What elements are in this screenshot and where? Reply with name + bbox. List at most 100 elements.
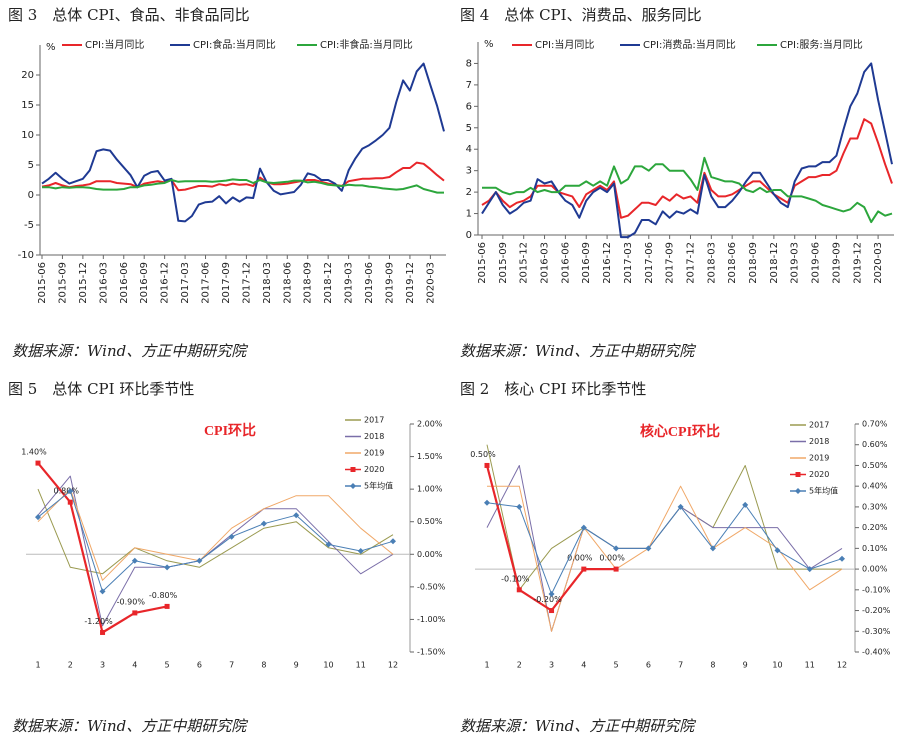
series-line — [41, 161, 445, 192]
legend-label: 2018 — [364, 432, 384, 441]
point-marker — [484, 499, 490, 506]
legend-label: 2018 — [809, 437, 829, 446]
y-tick-label: 0 — [28, 190, 34, 201]
legend-label: 2017 — [364, 416, 384, 425]
point-marker — [581, 566, 587, 572]
x-tick-label: 1 — [484, 661, 489, 670]
series-line — [485, 465, 617, 612]
x-tick-label: 3 — [549, 661, 554, 670]
x-tick-label: 2016-06 — [560, 242, 571, 284]
x-tick-label: 10 — [772, 661, 782, 670]
point-marker — [325, 541, 332, 548]
y-tick-label: 0.40% — [862, 482, 888, 491]
legend-label: 5年均值 — [364, 481, 393, 491]
legend-label: 2019 — [364, 449, 384, 458]
y-tick-label: 20 — [21, 70, 34, 81]
point-marker — [132, 610, 138, 616]
x-tick-label: 2015-09 — [498, 242, 509, 284]
series-line — [482, 156, 893, 224]
x-tick-label: 9 — [743, 661, 748, 670]
x-tick-label: 11 — [805, 661, 815, 670]
x-tick-label: 2019-12 — [852, 242, 863, 284]
figure-title: 图 4 总体 CPI、消费品、服务同比 — [460, 6, 702, 24]
x-tick-label: 2016-12 — [602, 242, 613, 284]
y-tick-label: 3 — [466, 166, 472, 177]
y-tick-label: -1.00% — [417, 615, 446, 624]
legend-label: CPI:服务:当月同比 — [780, 38, 863, 51]
data-label: -0.80% — [149, 591, 178, 600]
series-line — [486, 465, 843, 632]
series-line — [37, 488, 394, 575]
x-tick-label: 2019-03 — [790, 242, 801, 284]
legend-label: 2020 — [809, 470, 829, 479]
series-line — [37, 488, 394, 581]
y-unit: % — [484, 39, 494, 50]
y-tick-label: 0.30% — [862, 502, 888, 511]
point-marker — [35, 514, 41, 521]
x-tick-label: 2018-09 — [748, 242, 759, 284]
x-tick-label: 7 — [678, 661, 683, 670]
x-tick-label: 5 — [165, 661, 170, 670]
point-marker — [549, 608, 555, 614]
data-label: -0.10% — [501, 574, 530, 583]
point-marker — [677, 503, 684, 510]
data-label: 0.50% — [470, 450, 496, 459]
x-tick-label: 2018-03 — [262, 262, 273, 304]
x-tick-label: 2017-09 — [221, 262, 232, 304]
x-tick-label: 2015-12 — [519, 242, 530, 284]
data-label: -1.20% — [84, 617, 113, 626]
x-tick-label: 2018-12 — [323, 262, 334, 304]
point-marker — [516, 587, 522, 593]
source-note: 数据来源：Wind、方正中期研究院 — [460, 342, 696, 360]
y-tick-label: 1.50% — [417, 452, 443, 461]
y-unit: % — [46, 42, 56, 53]
point-marker — [742, 501, 749, 508]
point-marker — [164, 564, 171, 571]
figure-title: 图 5 总体 CPI 环比季节性 — [8, 380, 194, 398]
x-tick-label: 2015-09 — [57, 262, 68, 304]
y-tick-label: 1.00% — [417, 485, 443, 494]
x-tick-label: 12 — [388, 661, 398, 670]
x-tick-label: 8 — [710, 661, 715, 670]
series-line — [37, 475, 394, 627]
x-tick-label: 2 — [517, 661, 522, 670]
series-line — [486, 502, 843, 595]
point-marker — [774, 547, 781, 554]
x-tick-label: 2019-12 — [405, 262, 416, 304]
y-tick-label: 8 — [466, 58, 472, 69]
point-marker — [99, 588, 106, 595]
point-marker — [357, 548, 364, 555]
y-tick-label: 0.50% — [417, 517, 443, 526]
x-tick-label: 2015-06 — [37, 262, 48, 304]
y-tick-label: -0.30% — [862, 627, 891, 636]
legend-marker — [350, 483, 356, 489]
x-tick-label: 3 — [100, 661, 105, 670]
data-label: 0.00% — [567, 554, 593, 563]
x-tick-label: 2019-09 — [831, 242, 842, 284]
x-tick-label: 2016-03 — [540, 242, 551, 284]
legend-label: CPI:食品:当月同比 — [193, 38, 276, 51]
source-note: 数据来源：Wind、方正中期研究院 — [12, 717, 248, 735]
x-tick-label: 2015-12 — [78, 262, 89, 304]
y-tick-label: 10 — [21, 130, 34, 141]
legend-label: 2017 — [809, 421, 829, 430]
point-marker — [196, 557, 203, 564]
y-tick-label: 0 — [466, 230, 472, 241]
y-tick-label: -10 — [18, 250, 34, 261]
x-tick-label: 4 — [581, 661, 586, 670]
y-tick-label: 0.00% — [417, 550, 443, 559]
point-marker — [806, 566, 813, 573]
x-tick-label: 2018-06 — [727, 242, 738, 284]
x-tick-label: 2017-03 — [623, 242, 634, 284]
y-tick-label: 0.10% — [862, 544, 888, 553]
series-line — [487, 485, 843, 632]
x-tick-label: 1 — [35, 661, 40, 670]
x-tick-label: 5 — [614, 661, 619, 670]
y-tick-label: -0.20% — [862, 606, 891, 615]
point-marker — [293, 512, 300, 519]
point-marker — [100, 629, 106, 635]
point-marker — [164, 603, 170, 609]
legend-label: 5年均值 — [809, 486, 838, 496]
data-label: -0.90% — [117, 597, 146, 606]
y-tick-label: 4 — [466, 144, 472, 155]
